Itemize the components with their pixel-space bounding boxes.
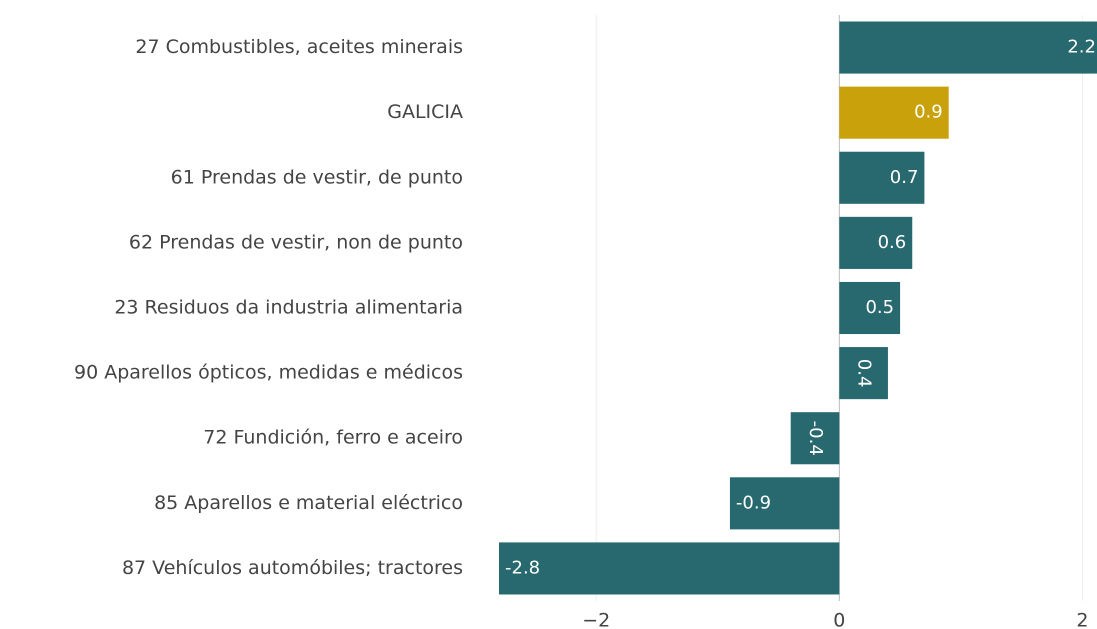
value-label: 0.5	[865, 297, 894, 318]
value-label: 0.4	[854, 359, 875, 388]
value-label: 2.2	[1067, 37, 1096, 58]
bar	[499, 542, 840, 595]
bar	[790, 412, 840, 465]
y-tick-label: 62 Prendas de vestir, non de punto	[129, 231, 463, 253]
y-tick-label: 85 Aparellos e material eléctrico	[154, 492, 463, 514]
y-tick-label: GALICIA	[387, 101, 463, 123]
x-tick-label: 2	[1076, 610, 1088, 629]
x-tick-label: 0	[833, 610, 845, 629]
y-tick-label: 61 Prendas de vestir, de punto	[171, 166, 463, 188]
bar	[839, 216, 913, 269]
bar	[729, 477, 840, 530]
bar	[839, 281, 901, 335]
y-tick-label: 27 Combustibles, aceites minerais	[135, 36, 463, 58]
value-label: 0.9	[914, 102, 943, 123]
value-label: 0.6	[878, 232, 907, 253]
value-label: -0.9	[736, 492, 771, 513]
y-tick-label: 87 Vehículos automóbiles; tractores	[122, 557, 463, 579]
bar	[839, 21, 1097, 74]
value-label: -2.8	[505, 557, 540, 578]
y-tick-label: 90 Aparellos ópticos, medidas e médicos	[74, 362, 463, 384]
bar	[839, 86, 949, 139]
value-label: 0.7	[890, 167, 919, 188]
bar	[839, 151, 925, 204]
x-tick-label: −2	[582, 610, 610, 629]
bar	[839, 347, 888, 400]
y-tick-label: 72 Fundición, ferro e aceiro	[203, 427, 463, 449]
y-tick-label: 23 Residuos da industria alimentaria	[114, 297, 463, 319]
value-label: -0.4	[805, 421, 826, 456]
